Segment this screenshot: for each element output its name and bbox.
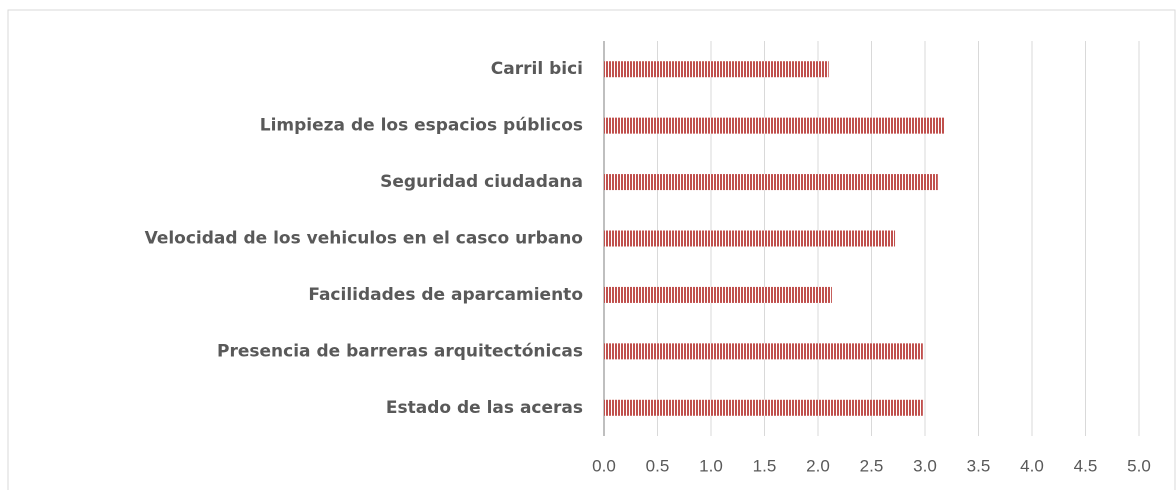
bar <box>604 399 923 416</box>
bar <box>604 286 832 303</box>
bar <box>604 117 945 134</box>
x-tick-label: 3.0 <box>913 456 937 475</box>
x-tick-label: 4.5 <box>1074 456 1098 475</box>
x-tick-label: 4.0 <box>1020 456 1044 475</box>
bar <box>604 343 923 360</box>
y-tick-label: Carril bici <box>491 59 583 79</box>
x-tick-label: 1.5 <box>753 456 777 475</box>
y-tick-label: Limpieza de los espacios públicos <box>260 116 583 136</box>
x-tick-label: 1.0 <box>699 456 723 475</box>
bar <box>604 174 938 191</box>
y-tick-label: Velocidad de los vehiculos en el casco u… <box>145 229 583 249</box>
bar <box>604 61 829 78</box>
x-tick-label: 2.0 <box>806 456 830 475</box>
x-tick-label: 2.5 <box>860 456 884 475</box>
x-tick-label: 5.0 <box>1127 456 1151 475</box>
x-tick-label: 0.5 <box>646 456 670 475</box>
y-tick-label: Facilidades de aparcamiento <box>308 285 583 305</box>
x-tick-label: 3.5 <box>967 456 991 475</box>
chart-frame <box>7 9 1176 490</box>
y-tick-label: Seguridad ciudadana <box>380 172 583 192</box>
y-tick-label: Presencia de barreras arquitectónicas <box>217 341 583 361</box>
bar <box>604 230 896 247</box>
y-tick-label: Estado de las aceras <box>386 398 583 418</box>
x-tick-label: 0.0 <box>592 456 616 475</box>
